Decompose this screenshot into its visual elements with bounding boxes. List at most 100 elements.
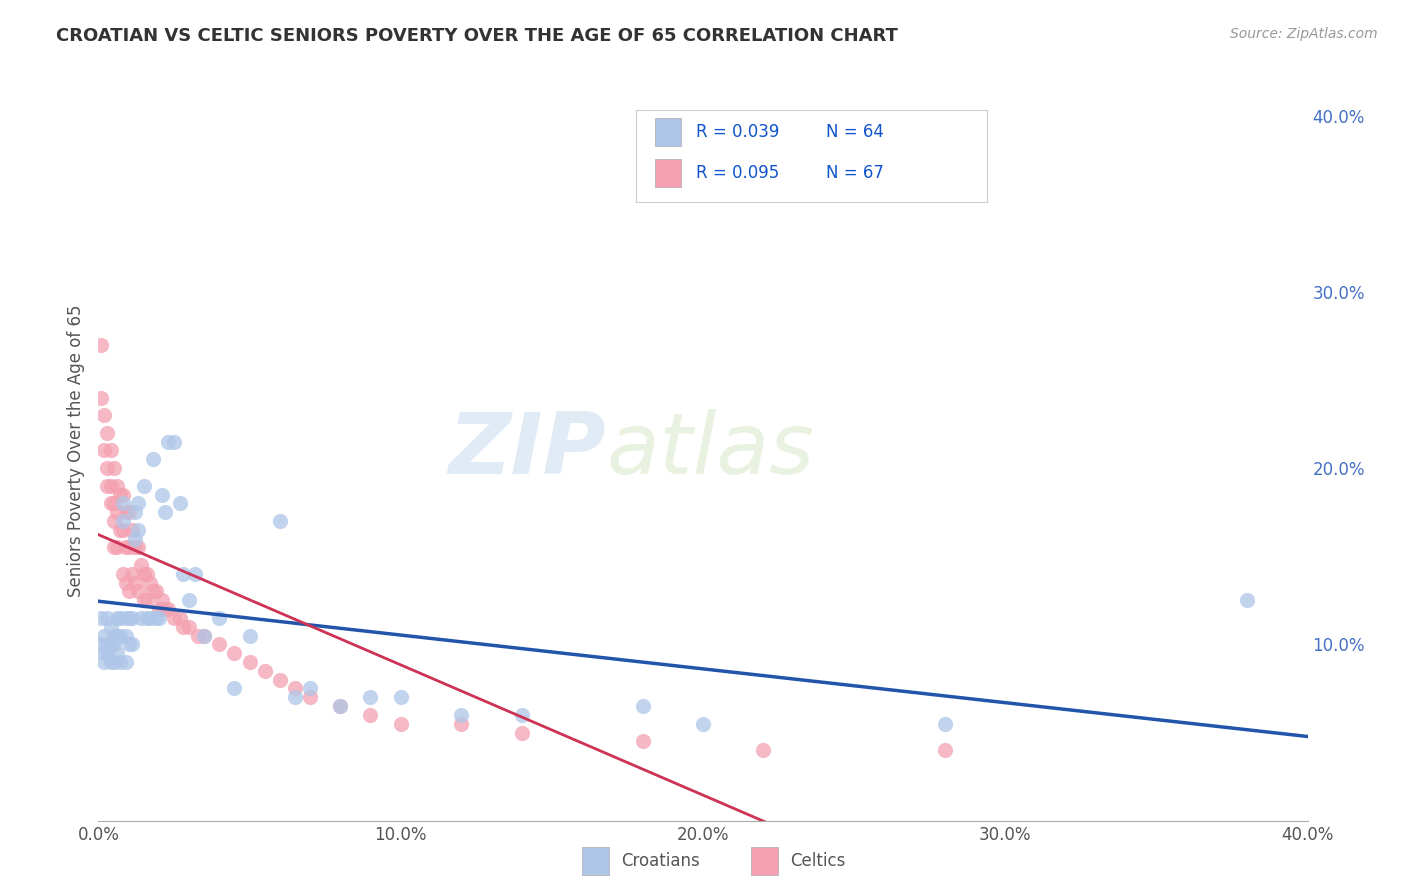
- Point: [631, 734, 654, 748]
- FancyBboxPatch shape: [582, 847, 609, 875]
- Text: Celtics: Celtics: [790, 853, 845, 871]
- Point: [389, 690, 412, 705]
- Point: [510, 725, 533, 739]
- Point: [145, 611, 167, 625]
- Point: [105, 628, 128, 642]
- Point: [96, 425, 118, 440]
- Point: [360, 690, 382, 705]
- Point: [184, 566, 207, 581]
- Point: [329, 699, 352, 714]
- Text: atlas: atlas: [606, 409, 814, 492]
- Text: R = 0.095: R = 0.095: [696, 164, 779, 182]
- Point: [121, 611, 143, 625]
- Point: [96, 479, 118, 493]
- Text: Croatians: Croatians: [621, 853, 700, 871]
- Point: [208, 637, 231, 651]
- Point: [100, 637, 122, 651]
- Point: [90, 337, 112, 351]
- FancyBboxPatch shape: [637, 110, 987, 202]
- Point: [103, 655, 125, 669]
- Point: [172, 566, 194, 581]
- Point: [329, 699, 352, 714]
- Point: [156, 434, 179, 449]
- Point: [169, 496, 191, 510]
- Point: [103, 637, 125, 651]
- Point: [179, 593, 201, 607]
- Point: [208, 611, 231, 625]
- Point: [145, 584, 167, 599]
- Point: [224, 646, 246, 660]
- Point: [118, 611, 141, 625]
- Point: [124, 541, 146, 555]
- Point: [153, 505, 176, 519]
- Point: [93, 655, 115, 669]
- Point: [360, 707, 382, 722]
- Point: [127, 584, 149, 599]
- Point: [163, 611, 186, 625]
- Point: [105, 541, 128, 555]
- Point: [1236, 593, 1258, 607]
- Point: [299, 681, 322, 696]
- Point: [934, 743, 956, 757]
- Point: [169, 611, 191, 625]
- Point: [150, 487, 173, 501]
- Point: [142, 452, 165, 467]
- Point: [752, 743, 775, 757]
- Point: [139, 611, 162, 625]
- Point: [103, 514, 125, 528]
- Point: [114, 575, 136, 590]
- Point: [108, 655, 131, 669]
- Point: [284, 690, 307, 705]
- Point: [103, 628, 125, 642]
- Point: [111, 496, 134, 510]
- Text: ZIP: ZIP: [449, 409, 606, 492]
- Point: [269, 673, 291, 687]
- Point: [114, 541, 136, 555]
- Point: [93, 408, 115, 422]
- Point: [100, 655, 122, 669]
- Point: [90, 611, 112, 625]
- Point: [114, 505, 136, 519]
- Point: [193, 628, 215, 642]
- Point: [121, 637, 143, 651]
- Point: [153, 602, 176, 616]
- Point: [135, 611, 157, 625]
- Point: [118, 505, 141, 519]
- Point: [127, 523, 149, 537]
- Text: N = 67: N = 67: [827, 164, 884, 182]
- Point: [111, 566, 134, 581]
- Text: Source: ZipAtlas.com: Source: ZipAtlas.com: [1230, 27, 1378, 41]
- Point: [105, 611, 128, 625]
- Point: [450, 716, 472, 731]
- Point: [105, 479, 128, 493]
- Point: [172, 620, 194, 634]
- Point: [193, 628, 215, 642]
- Point: [631, 699, 654, 714]
- Point: [93, 628, 115, 642]
- Point: [163, 434, 186, 449]
- Point: [132, 566, 155, 581]
- Point: [100, 620, 122, 634]
- Point: [103, 496, 125, 510]
- Text: CROATIAN VS CELTIC SENIORS POVERTY OVER THE AGE OF 65 CORRELATION CHART: CROATIAN VS CELTIC SENIORS POVERTY OVER …: [56, 27, 898, 45]
- FancyBboxPatch shape: [751, 847, 778, 875]
- Point: [93, 646, 115, 660]
- Point: [118, 584, 141, 599]
- Point: [124, 575, 146, 590]
- Point: [124, 505, 146, 519]
- Point: [139, 575, 162, 590]
- Point: [148, 602, 170, 616]
- Point: [129, 611, 152, 625]
- FancyBboxPatch shape: [655, 159, 682, 187]
- Point: [108, 611, 131, 625]
- Point: [111, 487, 134, 501]
- Point: [100, 479, 122, 493]
- Point: [127, 496, 149, 510]
- Point: [90, 637, 112, 651]
- Point: [100, 443, 122, 458]
- Point: [284, 681, 307, 696]
- Point: [96, 646, 118, 660]
- Point: [108, 487, 131, 501]
- Point: [103, 461, 125, 475]
- Point: [135, 566, 157, 581]
